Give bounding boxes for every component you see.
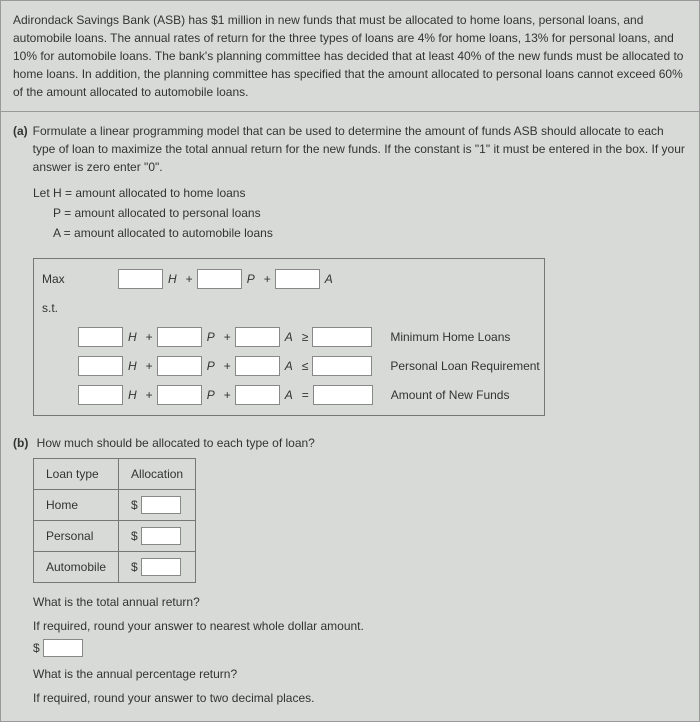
dollar-q1: $ [33, 639, 40, 657]
c2-var-p: P [207, 357, 215, 375]
personal-allocation-input[interactable] [141, 527, 181, 545]
c3-var-h: H [128, 386, 137, 404]
allocation-table: Loan type Allocation Home $ Personal $ A… [33, 458, 196, 583]
problem-container: Adirondack Savings Bank (ASB) has $1 mil… [0, 0, 700, 722]
constraint-1-row: H + P + A ≥ Minimum Home Loans [38, 324, 540, 350]
obj-p-coef-input[interactable] [197, 269, 242, 289]
c2-var-h: H [128, 357, 137, 375]
table-row: Automobile $ [34, 552, 196, 583]
row-auto-label: Automobile [34, 552, 119, 583]
st-label: s.t. [38, 299, 78, 317]
c2-p-coef-input[interactable] [157, 356, 202, 376]
c3-op: = [302, 386, 309, 404]
c1-plus-1: + [146, 328, 153, 346]
c3-var-p: P [207, 386, 215, 404]
c1-rhs-input[interactable] [312, 327, 372, 347]
c3-var-a: A [285, 386, 293, 404]
let-p: P = amount allocated to personal loans [53, 204, 687, 222]
q1-note: If required, round your answer to neares… [33, 617, 687, 635]
var-h: H [168, 270, 177, 288]
let-a: A = amount allocated to automobile loans [53, 224, 687, 242]
c3-rhs-input[interactable] [313, 385, 373, 405]
c1-p-coef-input[interactable] [157, 327, 202, 347]
max-label: Max [38, 270, 78, 288]
dollar-1: $ [131, 496, 138, 514]
c3-plus-2: + [224, 386, 231, 404]
dollar-2: $ [131, 527, 138, 545]
table-row: Home $ [34, 490, 196, 521]
part-a-section: (a) Formulate a linear programming model… [1, 112, 699, 721]
c1-var-a: A [285, 328, 293, 346]
q2-text: What is the annual percentage return? [33, 665, 687, 683]
auto-allocation-input[interactable] [141, 558, 181, 576]
c2-op: ≤ [302, 357, 309, 375]
constraint-2-row: H + P + A ≤ Personal Loan Requirement [38, 353, 540, 379]
c1-plus-2: + [224, 328, 231, 346]
table-header-row: Loan type Allocation [34, 459, 196, 490]
c2-a-coef-input[interactable] [235, 356, 280, 376]
c2-h-coef-input[interactable] [78, 356, 123, 376]
part-b-heading: (b) How much should be allocated to each… [13, 434, 687, 452]
c1-a-coef-input[interactable] [235, 327, 280, 347]
plus-2: + [264, 270, 271, 288]
let-h: Let H = amount allocated to home loans [33, 184, 687, 202]
st-row: s.t. [38, 295, 540, 321]
c3-h-coef-input[interactable] [78, 385, 123, 405]
c2-rhs-input[interactable] [312, 356, 372, 376]
c1-var-p: P [207, 328, 215, 346]
col-loan-type: Loan type [34, 459, 119, 490]
dollar-3: $ [131, 558, 138, 576]
obj-a-coef-input[interactable] [275, 269, 320, 289]
lp-formulation-table: Max H + P + A s.t. H + P + [33, 258, 545, 416]
c3-p-coef-input[interactable] [157, 385, 202, 405]
c1-op: ≥ [302, 328, 309, 346]
c3-label: Amount of New Funds [391, 386, 510, 404]
home-allocation-input[interactable] [141, 496, 181, 514]
col-allocation: Allocation [119, 459, 196, 490]
q1-text: What is the total annual return? [33, 593, 687, 611]
intro-text: Adirondack Savings Bank (ASB) has $1 mil… [1, 1, 699, 112]
part-a-text: Formulate a linear programming model tha… [33, 122, 687, 176]
c2-plus-2: + [224, 357, 231, 375]
var-a: A [325, 270, 333, 288]
c1-var-h: H [128, 328, 137, 346]
var-p: P [247, 270, 255, 288]
c1-h-coef-input[interactable] [78, 327, 123, 347]
objective-row: Max H + P + A [38, 266, 540, 292]
q2-note: If required, round your answer to two de… [33, 689, 687, 707]
c2-label: Personal Loan Requirement [390, 357, 539, 375]
c2-var-a: A [285, 357, 293, 375]
variable-definitions: Let H = amount allocated to home loans P… [33, 184, 687, 242]
q1-answer-line: $ [33, 639, 687, 657]
table-row: Personal $ [34, 521, 196, 552]
c3-a-coef-input[interactable] [235, 385, 280, 405]
part-a-label: (a) [13, 122, 28, 176]
constraint-3-row: H + P + A = Amount of New Funds [38, 382, 540, 408]
row-home-label: Home [34, 490, 119, 521]
obj-h-coef-input[interactable] [118, 269, 163, 289]
part-a-heading: (a) Formulate a linear programming model… [13, 122, 687, 176]
c3-plus-1: + [146, 386, 153, 404]
c1-label: Minimum Home Loans [390, 328, 510, 346]
plus-1: + [186, 270, 193, 288]
row-personal-label: Personal [34, 521, 119, 552]
total-return-input[interactable] [43, 639, 83, 657]
c2-plus-1: + [146, 357, 153, 375]
part-b-text: How much should be allocated to each typ… [37, 436, 315, 450]
part-b-label: (b) [13, 436, 28, 450]
